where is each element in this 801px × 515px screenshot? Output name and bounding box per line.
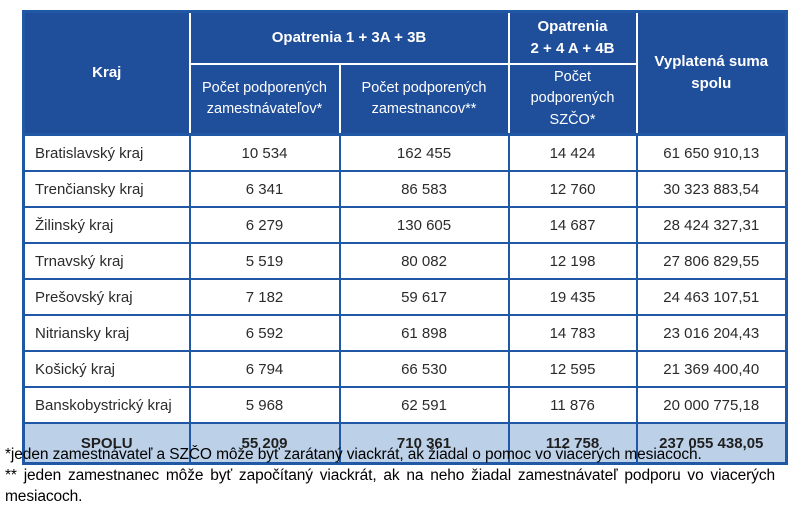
cell-kraj: Prešovský kraj bbox=[22, 278, 191, 316]
cell-kraj: Nitriansky kraj bbox=[22, 314, 191, 352]
cell-suma: 24 463 107,51 bbox=[635, 278, 788, 316]
footnotes: *jeden zamestnávateľ a SZČO môže byť zar… bbox=[5, 444, 775, 507]
cell-employers: 7 182 bbox=[188, 278, 341, 316]
cell-suma: 30 323 883,54 bbox=[635, 170, 788, 208]
cell-szco: 11 876 bbox=[507, 386, 638, 424]
regional-support-table: Kraj Opatrenia 1 + 3A + 3B Opatrenia 2 +… bbox=[22, 10, 789, 465]
cell-kraj: Banskobystrický kraj bbox=[22, 386, 191, 424]
cell-szco: 12 760 bbox=[507, 170, 638, 208]
szco-label: Počet podporených SZČO* bbox=[530, 69, 615, 128]
table-header: Kraj Opatrenia 1 + 3A + 3B Opatrenia 2 +… bbox=[22, 10, 788, 136]
cell-employees: 86 583 bbox=[338, 170, 510, 208]
cell-employees: 66 530 bbox=[338, 350, 510, 388]
table-body: Bratislavský kraj 10 534 162 455 14 424 … bbox=[22, 133, 788, 465]
table-row: Banskobystrický kraj 5 968 62 591 11 876… bbox=[22, 386, 788, 424]
cell-suma: 61 650 910,13 bbox=[635, 133, 788, 172]
total-label: SPOLU bbox=[22, 422, 191, 465]
cell-employers: 5 519 bbox=[188, 242, 341, 280]
group2-line1: Opatrenia bbox=[537, 18, 608, 36]
cell-szco: 12 595 bbox=[507, 350, 638, 388]
cell-suma: 23 016 204,43 bbox=[635, 314, 788, 352]
cell-szco: 19 435 bbox=[507, 278, 638, 316]
table-row: Žilinský kraj 6 279 130 605 14 687 28 42… bbox=[22, 206, 788, 244]
cell-employers: 6 341 bbox=[188, 170, 341, 208]
cell-kraj: Košický kraj bbox=[22, 350, 191, 388]
column-header-vyplatena-suma: Vyplatená suma spolu bbox=[635, 10, 788, 136]
total-employees: 710 361 bbox=[338, 422, 510, 465]
support-table-container: Kraj Opatrenia 1 + 3A + 3B Opatrenia 2 +… bbox=[22, 10, 789, 465]
cell-employees: 130 605 bbox=[338, 206, 510, 244]
table-row: Bratislavský kraj 10 534 162 455 14 424 … bbox=[22, 133, 788, 172]
column-header-zamestnavatelia: Počet podporených zamestnávateľov* bbox=[188, 63, 341, 136]
cell-employers: 5 968 bbox=[188, 386, 341, 424]
cell-suma: 20 000 775,18 bbox=[635, 386, 788, 424]
table-row: Košický kraj 6 794 66 530 12 595 21 369 … bbox=[22, 350, 788, 388]
cell-kraj: Bratislavský kraj bbox=[22, 133, 191, 172]
total-employers: 55 209 bbox=[188, 422, 341, 465]
cell-szco: 14 783 bbox=[507, 314, 638, 352]
cell-kraj: Trnavský kraj bbox=[22, 242, 191, 280]
cell-employers: 10 534 bbox=[188, 133, 341, 172]
cell-employers: 6 279 bbox=[188, 206, 341, 244]
cell-employees: 162 455 bbox=[338, 133, 510, 172]
cell-suma: 27 806 829,55 bbox=[635, 242, 788, 280]
column-group-opatrenia-2-4a-4b: Opatrenia 2 + 4 A + 4B bbox=[507, 10, 638, 65]
cell-employers: 6 592 bbox=[188, 314, 341, 352]
cell-employees: 62 591 bbox=[338, 386, 510, 424]
cell-employees: 80 082 bbox=[338, 242, 510, 280]
cell-szco: 12 198 bbox=[507, 242, 638, 280]
cell-kraj: Trenčiansky kraj bbox=[22, 170, 191, 208]
cell-suma: 28 424 327,31 bbox=[635, 206, 788, 244]
cell-employees: 61 898 bbox=[338, 314, 510, 352]
column-group-opatrenia-1-3a-3b: Opatrenia 1 + 3A + 3B bbox=[188, 10, 510, 65]
group2-line2: 2 + 4 A + 4B bbox=[530, 40, 615, 57]
footnote-employers-szco: *jeden zamestnávateľ a SZČO môže byť zar… bbox=[5, 446, 702, 463]
footnote-employees: ** jeden zamestnanec môže byť započítaný… bbox=[5, 467, 775, 505]
cell-szco: 14 424 bbox=[507, 133, 638, 172]
vyplatena-suma-label: Vyplatená suma spolu bbox=[654, 53, 769, 92]
table-row: Nitriansky kraj 6 592 61 898 14 783 23 0… bbox=[22, 314, 788, 352]
total-row: SPOLU 55 209 710 361 112 758 237 055 438… bbox=[22, 422, 788, 465]
table-row: Trenčiansky kraj 6 341 86 583 12 760 30 … bbox=[22, 170, 788, 208]
total-szco: 112 758 bbox=[507, 422, 638, 465]
header-row-subcolumns: Počet podporených zamestnávateľov* Počet… bbox=[24, 63, 787, 136]
cell-szco: 14 687 bbox=[507, 206, 638, 244]
cell-employees: 59 617 bbox=[338, 278, 510, 316]
column-header-szco: Počet podporených SZČO* bbox=[507, 63, 638, 136]
total-suma: 237 055 438,05 bbox=[635, 422, 788, 465]
cell-kraj: Žilinský kraj bbox=[22, 206, 191, 244]
cell-suma: 21 369 400,40 bbox=[635, 350, 788, 388]
table-row: Prešovský kraj 7 182 59 617 19 435 24 46… bbox=[22, 278, 788, 316]
cell-employers: 6 794 bbox=[188, 350, 341, 388]
table-row: Trnavský kraj 5 519 80 082 12 198 27 806… bbox=[22, 242, 788, 280]
column-header-zamestnanci: Počet podporených zamestnancov** bbox=[338, 63, 510, 136]
column-header-kraj: Kraj bbox=[22, 10, 191, 136]
header-row-groups: Kraj Opatrenia 1 + 3A + 3B Opatrenia 2 +… bbox=[22, 10, 788, 136]
